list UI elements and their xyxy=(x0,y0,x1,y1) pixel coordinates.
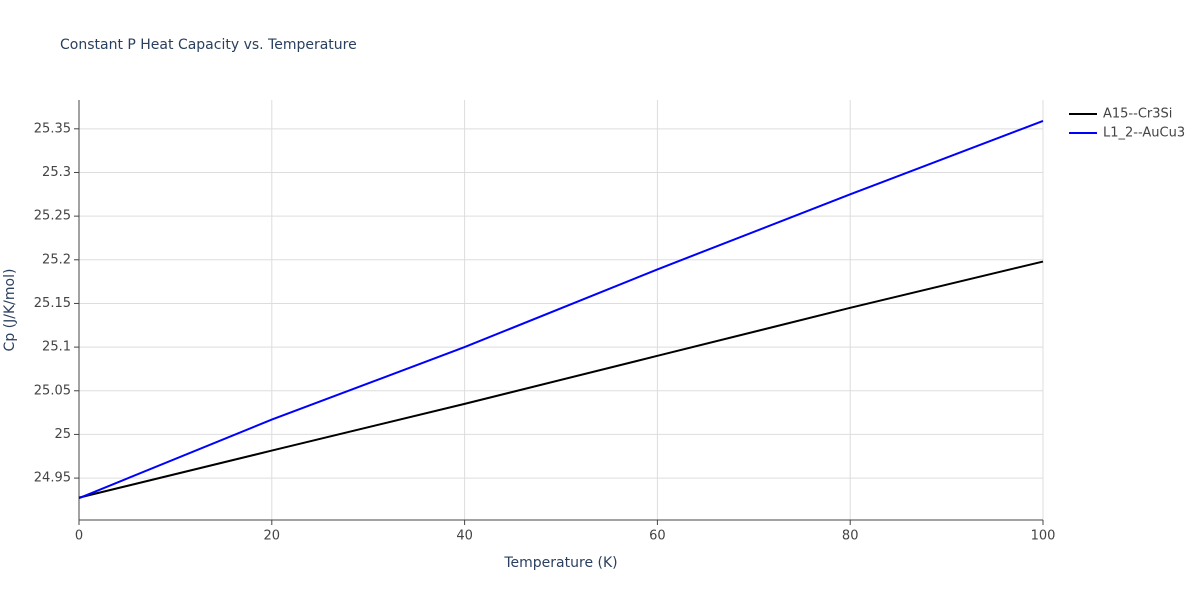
y-axis-title: Cp (J/K/mol) xyxy=(2,269,18,352)
x-tick-label: 40 xyxy=(456,529,473,544)
y-tick-label: 25 xyxy=(54,427,71,442)
x-tick-label: 20 xyxy=(264,529,281,544)
data-line xyxy=(78,260,1044,499)
legend-label: A15--Cr3Si xyxy=(1103,107,1172,122)
x-tick-label: 0 xyxy=(75,529,83,544)
x-tick-label: 60 xyxy=(649,529,666,544)
x-tick-label: 100 xyxy=(1031,529,1056,544)
y-tick-label: 25.05 xyxy=(34,383,71,398)
y-tick-label: 25.3 xyxy=(42,165,71,180)
chart-title: Constant P Heat Capacity vs. Temperature xyxy=(60,37,357,53)
y-tick-label: 25.25 xyxy=(34,209,71,224)
y-tick-label: 25.35 xyxy=(34,121,71,136)
legend-label: L1_2--AuCu3 xyxy=(1103,126,1185,141)
x-axis-title: Temperature (K) xyxy=(503,555,617,571)
y-tick-label: 25.15 xyxy=(34,296,71,311)
data-line xyxy=(78,120,1044,500)
y-tick-label: 25.2 xyxy=(42,252,71,267)
x-tick-label: 80 xyxy=(842,529,859,544)
y-tick-label: 25.1 xyxy=(42,340,71,355)
y-tick-label: 24.95 xyxy=(34,471,71,486)
